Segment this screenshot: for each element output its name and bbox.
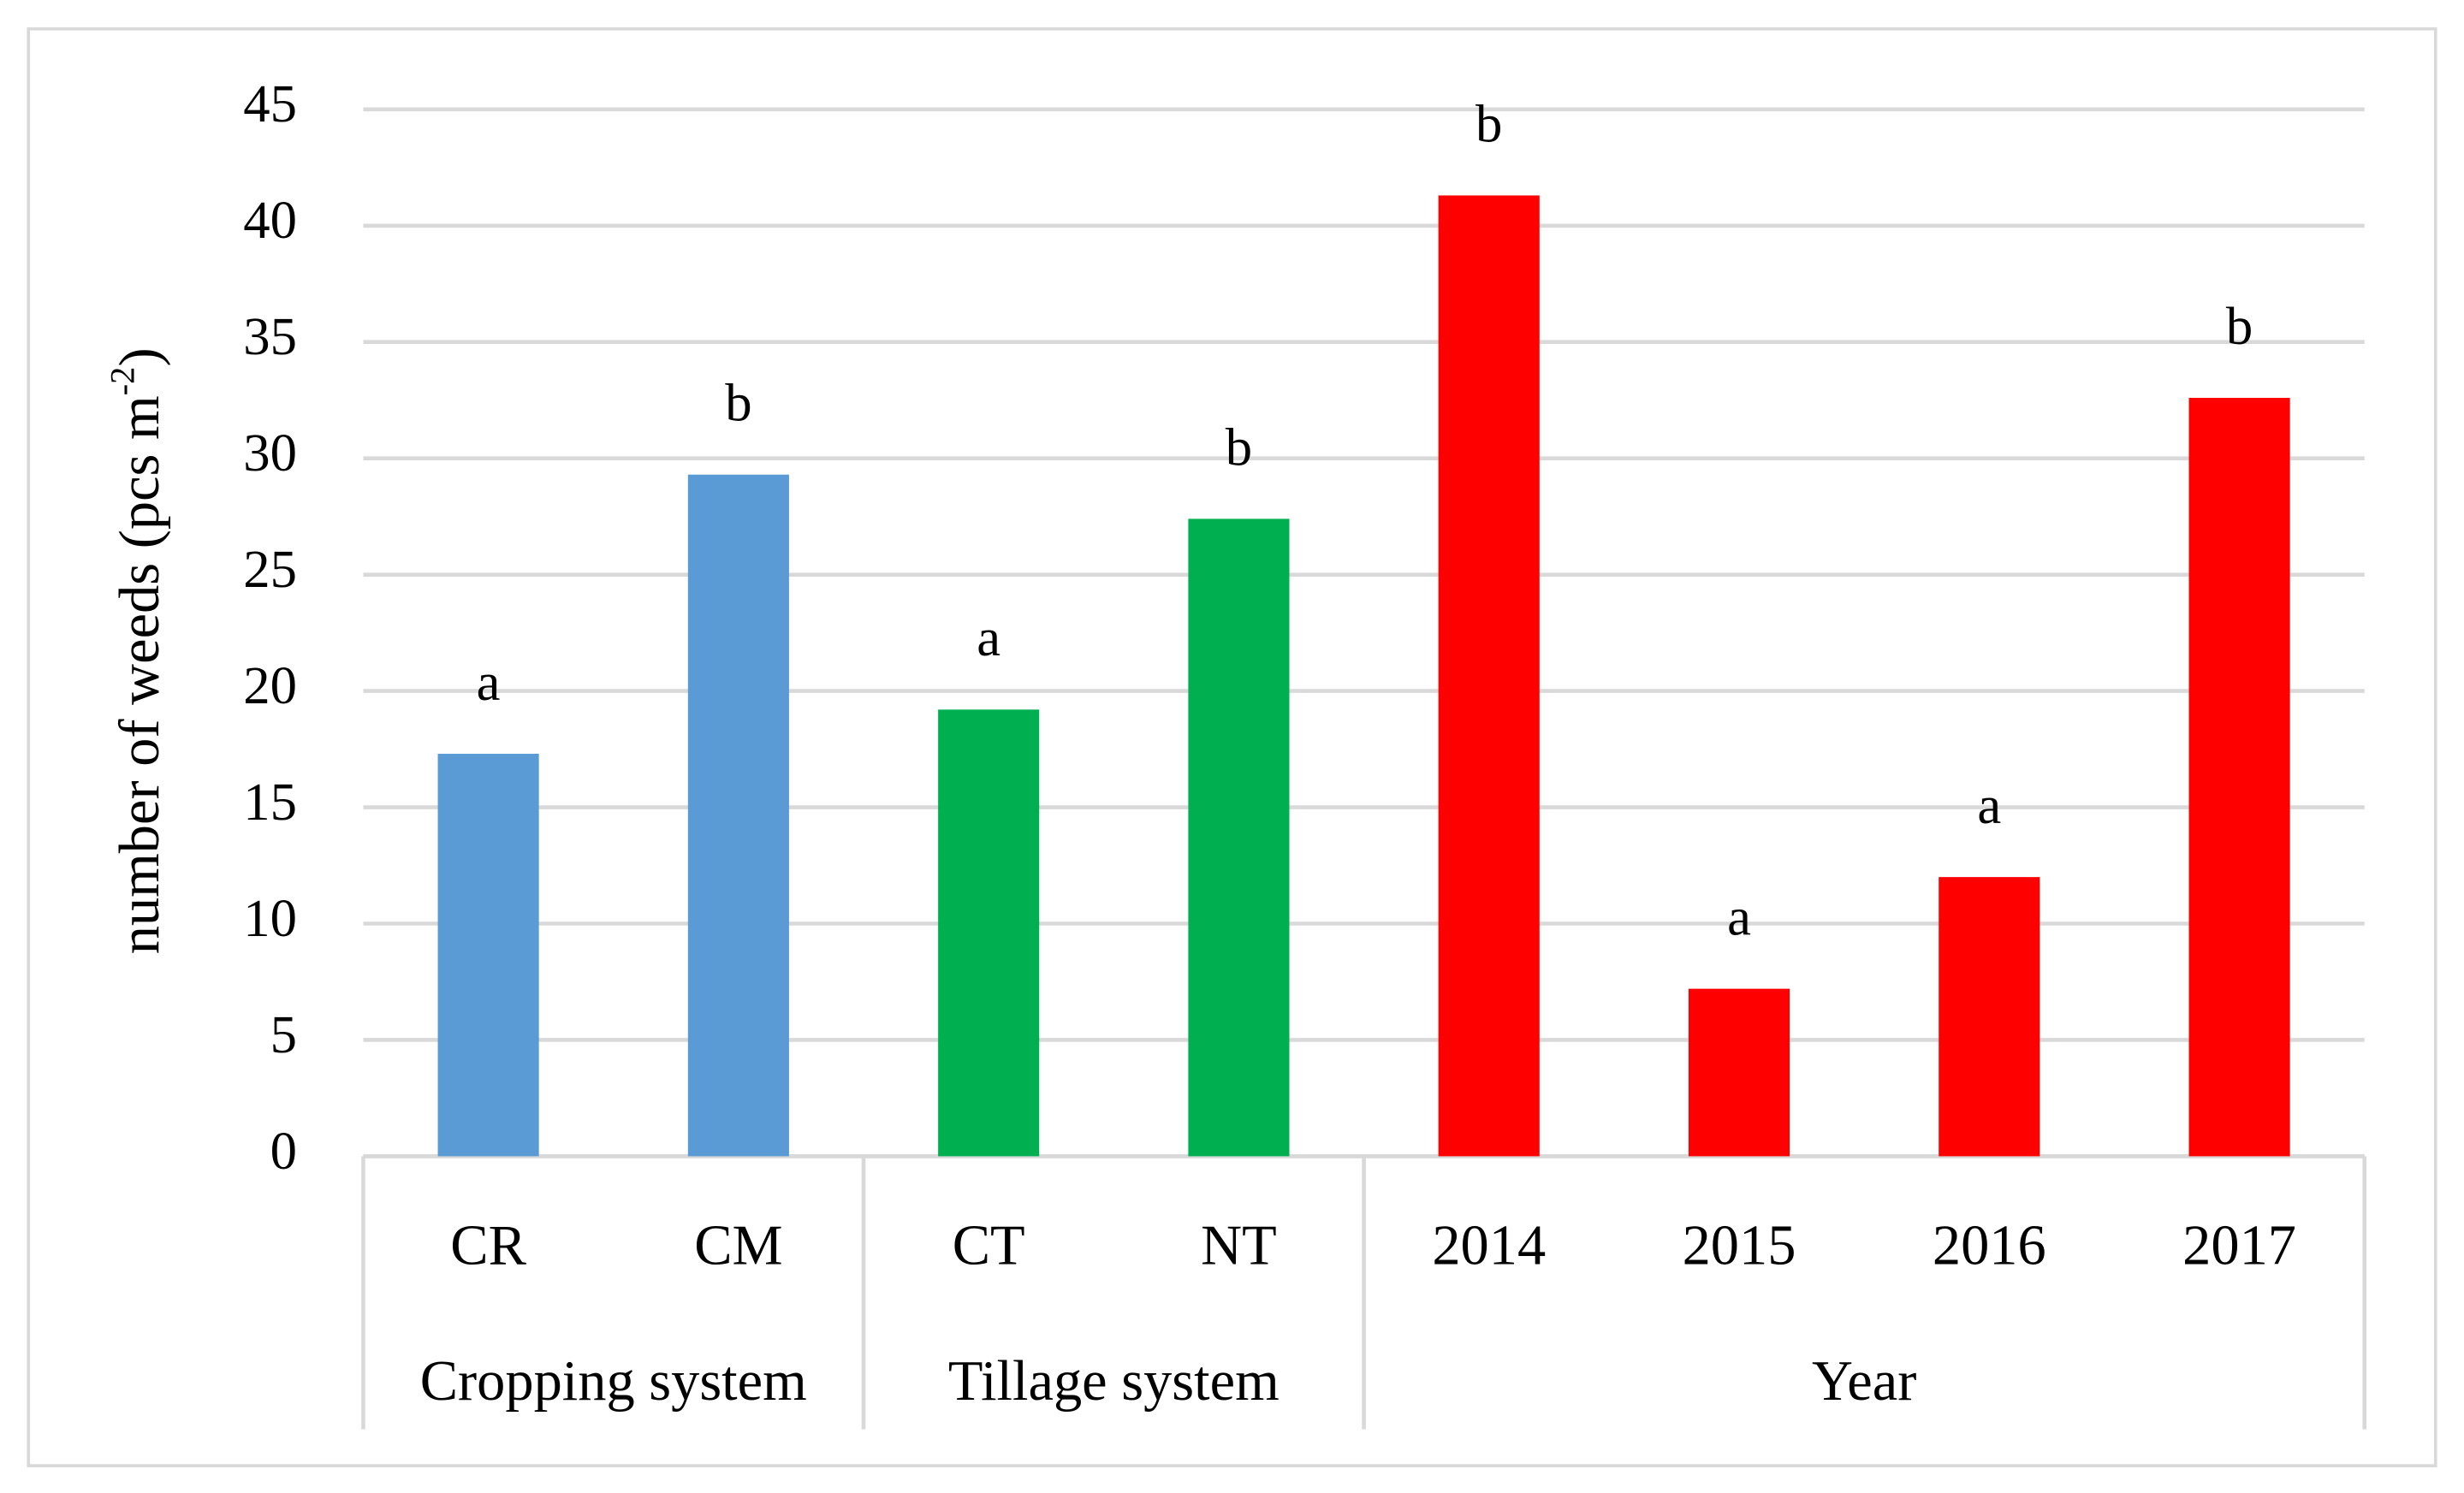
y-tick-label: 0 [270, 1121, 297, 1181]
x-tick-label: CT [953, 1214, 1025, 1277]
group-label: Tillage system [948, 1350, 1279, 1413]
x-tick-label: CM [694, 1214, 782, 1277]
value-label: b [2226, 296, 2253, 356]
group-label: Year [1812, 1350, 1916, 1413]
y-tick-label: 15 [243, 772, 297, 832]
y-tick-label: 35 [243, 306, 297, 366]
y-tick-label: 25 [243, 539, 297, 599]
group-label: Cropping system [420, 1350, 807, 1413]
y-axis-label: number of weeds (pcs m-2) [104, 347, 171, 954]
value-label: b [725, 373, 751, 433]
value-label: b [1226, 417, 1252, 477]
bar [1688, 988, 1790, 1157]
value-label: a [477, 652, 501, 712]
y-tick-label: 40 [243, 190, 297, 250]
x-tick-label: NT [1201, 1214, 1277, 1277]
value-label: a [977, 607, 1000, 667]
y-label-sup: -2 [104, 367, 142, 396]
x-tick-label: 2016 [1933, 1214, 2046, 1277]
bar [938, 709, 1040, 1157]
y-tick-label: 45 [243, 74, 297, 133]
y-tick-label: 10 [243, 888, 297, 948]
bar [1188, 518, 1290, 1157]
y-label-suffix: ) [109, 347, 171, 366]
y-tick-label: 5 [270, 1004, 297, 1064]
x-tick-label: 2017 [2182, 1214, 2296, 1277]
x-tick-label: 2015 [1683, 1214, 1796, 1277]
bar [2188, 397, 2290, 1157]
x-tick-label: 2014 [1432, 1214, 1546, 1277]
bar [437, 754, 539, 1157]
y-tick-label: 30 [243, 423, 297, 483]
bar [687, 474, 789, 1157]
y-tick-label: 20 [243, 655, 297, 715]
bar [1438, 195, 1540, 1157]
x-tick-label: CR [450, 1214, 526, 1277]
value-label: b [1475, 93, 1502, 153]
y-label-text: number of weeds (pcs m [109, 395, 171, 954]
value-label: a [1977, 775, 2001, 835]
bar [1939, 877, 2040, 1157]
value-label: a [1727, 887, 1751, 947]
